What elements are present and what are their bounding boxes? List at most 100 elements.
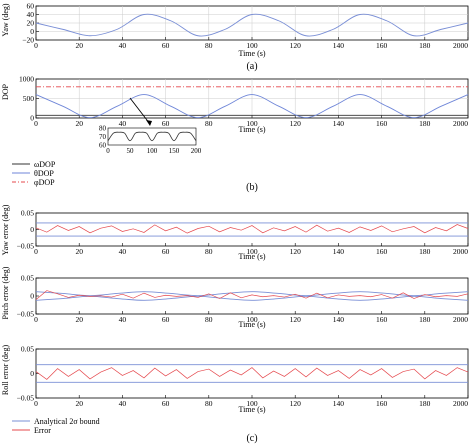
dop-xtick-label: 20: [75, 119, 83, 128]
chart-roll-error: Roll error (deg) Time (s): [1, 345, 266, 414]
legend-label-error: Error: [34, 426, 51, 435]
pitch_error-xtick-label: 60: [162, 315, 170, 324]
inset-xtick-label: 100: [147, 147, 158, 155]
inset-frame: [107, 127, 197, 146]
dop-xtick-label: 180: [419, 119, 431, 128]
roll_error-ytick-label: 0: [30, 369, 34, 378]
yaw-xlabel: Time (s): [238, 49, 265, 58]
pitch_error-series-error: [35, 290, 469, 300]
yaw-ytick-label: 60: [27, 2, 35, 11]
roll_error-xtick-label: 0: [34, 399, 38, 408]
plot-dop: 1000 500 00 20 40 60 80 100 120 140 160 180 2000: [19, 75, 469, 128]
panel-label-b: (b): [246, 182, 258, 193]
inset-pointer-arrow: [129, 97, 151, 125]
yaw-xtick-label: 120: [290, 41, 302, 50]
roll_error-ytick-label: −0.05: [17, 394, 35, 403]
pitch_error-series-bound_upper: [35, 291, 469, 297]
roll-error-xlabel: Time (s): [238, 405, 265, 414]
yaw_error-xtick-label: 0: [34, 247, 38, 256]
yaw-xtick-label: 160: [376, 41, 388, 50]
roll_error-xtick-label: 40: [119, 399, 127, 408]
inset-ytick-label: 60: [99, 142, 107, 150]
yaw-xtick-label: 40: [119, 41, 127, 50]
error-legend: Analytical 2σ bound Error: [12, 417, 100, 435]
roll_error-xtick-label: 140: [333, 399, 345, 408]
plot-roll_error: 0.050−0.050 20 40 60 80 100 120 140 160 180 2000: [17, 345, 469, 408]
pitch_error-xtick-label: 160: [376, 315, 388, 324]
dop-xtick-label: 100: [246, 119, 258, 128]
dop-ytick-label: 1000: [19, 75, 34, 84]
yaw_error-xtick-label: 2000: [453, 247, 468, 256]
roll_error-xtick-label: 100: [246, 399, 258, 408]
roll_error-series-error: [35, 367, 469, 380]
dop-ytick-label: 500: [23, 94, 35, 103]
dop-xtick-label: 0: [34, 119, 38, 128]
dop-xtick-label: 140: [333, 119, 345, 128]
yaw_error-xtick-label: 140: [333, 247, 345, 256]
roll_error-ytick-label: 0.05: [21, 345, 34, 354]
dop-ytick-label: 0: [30, 114, 34, 123]
yaw_error-xtick-label: 80: [205, 247, 213, 256]
roll_error-xtick-label: 160: [376, 399, 388, 408]
yaw-ytick-label: 20: [27, 19, 35, 28]
yaw-xtick-label: 2000: [453, 41, 468, 50]
roll_error-xtick-label: 80: [205, 399, 213, 408]
yaw-xtick-label: 60: [162, 41, 170, 50]
inset-omega-line: [107, 131, 197, 142]
yaw_error-xtick-label: 120: [290, 247, 302, 256]
yaw-ylabel: Yaw (deg): [1, 3, 10, 37]
yaw_error-frame: [35, 212, 469, 247]
inset-ytick-label: 70: [99, 133, 107, 141]
pitch_error-xtick-label: 40: [119, 315, 127, 324]
inset-xtick-label: 150: [169, 147, 180, 155]
dop-ylabel: DOP: [1, 83, 10, 100]
roll_error-xtick-label: 60: [162, 399, 170, 408]
chart-yaw-error: Yaw error (deg) Time (s): [1, 204, 266, 261]
pitch_error-ytick-label: 0: [30, 292, 34, 301]
yaw-xtick-label: 140: [333, 41, 345, 50]
yaw-xtick-label: 0: [34, 41, 38, 50]
inset-pointer-arrowhead: [146, 120, 152, 126]
pitch_error-xtick-label: 180: [419, 315, 431, 324]
yaw-series-s0: [35, 13, 469, 37]
pitch_error-xtick-label: 120: [290, 315, 302, 324]
pitch_error-series-bound_lower: [35, 295, 469, 301]
inset-xtick-label: 200: [191, 147, 202, 155]
yaw-xtick-label: 20: [75, 41, 83, 50]
roll_error-xtick-label: 2000: [453, 399, 468, 408]
inset-xtick-label: 0: [106, 147, 110, 155]
yaw-xtick-label: 180: [419, 41, 431, 50]
yaw_error-xtick-label: 60: [162, 247, 170, 256]
roll_error-xtick-label: 120: [290, 399, 302, 408]
yaw-xtick-label: 80: [205, 41, 213, 50]
chart-pitch-error: Pitch error (deg) Time (s): [1, 266, 266, 329]
panel-label-c: (c): [246, 433, 257, 444]
roll_error-frame: [35, 348, 469, 399]
panel-label-a: (a): [246, 61, 257, 72]
pitch_error-ytick-label: −0.05: [17, 310, 35, 319]
dop-xtick-label: 40: [119, 119, 127, 128]
pitch_error-xtick-label: 2000: [453, 315, 468, 324]
pitch_error-xtick-label: 20: [75, 315, 83, 324]
dop-xtick-label: 80: [205, 119, 213, 128]
pitch-error-ylabel: Pitch error (deg): [1, 266, 10, 319]
legend-label-phi: φDOP: [34, 178, 55, 187]
dop-xtick-label: 120: [290, 119, 302, 128]
legend-label-theta: θDOP: [34, 169, 54, 178]
pitch-error-xlabel: Time (s): [238, 320, 265, 329]
yaw-xtick-label: 100: [246, 41, 258, 50]
chart-dop: DOP Time (s): [1, 83, 266, 134]
plot-pitch_error: 0.050−0.050 20 40 60 80 100 120 140 160 180 2000: [17, 274, 469, 324]
yaw_error-series-error: [35, 224, 469, 234]
yaw-ytick-label: 40: [27, 10, 35, 19]
yaw_error-xtick-label: 40: [119, 247, 127, 256]
yaw-ytick-label: 0: [30, 27, 34, 36]
pitch_error-xtick-label: 140: [333, 315, 345, 324]
yaw_error-xtick-label: 20: [75, 247, 83, 256]
yaw-error-xlabel: Time (s): [238, 252, 265, 261]
roll_error-xtick-label: 180: [419, 399, 431, 408]
yaw-error-ylabel: Yaw error (deg): [1, 204, 10, 255]
pitch_error-xtick-label: 0: [34, 315, 38, 324]
